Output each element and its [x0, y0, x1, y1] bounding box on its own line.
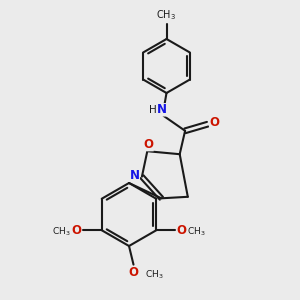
- Text: O: O: [176, 224, 186, 237]
- Text: O: O: [143, 138, 154, 151]
- Text: O: O: [72, 224, 82, 237]
- Text: CH$_3$: CH$_3$: [52, 226, 70, 238]
- Text: CH$_3$: CH$_3$: [145, 269, 164, 281]
- Text: O: O: [128, 266, 139, 279]
- Text: N: N: [157, 103, 167, 116]
- Text: N: N: [130, 169, 140, 182]
- Text: H: H: [149, 105, 157, 115]
- Text: O: O: [209, 116, 219, 129]
- Text: CH$_3$: CH$_3$: [188, 226, 206, 238]
- Text: CH$_3$: CH$_3$: [157, 8, 176, 22]
